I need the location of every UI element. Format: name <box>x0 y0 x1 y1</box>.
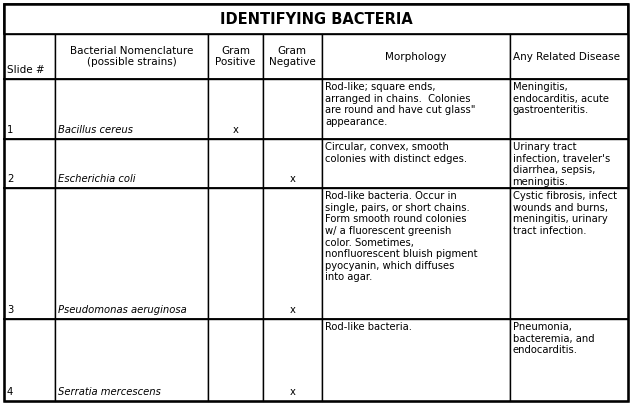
Text: 4: 4 <box>7 387 13 397</box>
Bar <box>509 188 628 319</box>
Bar <box>263 79 322 139</box>
Text: Any Related Disease: Any Related Disease <box>513 51 619 62</box>
Bar <box>509 319 628 401</box>
Text: x: x <box>233 125 238 135</box>
Text: Circular, convex, smooth
colonies with distinct edges.: Circular, convex, smooth colonies with d… <box>325 142 467 164</box>
Text: Urinary tract
infection, traveler's
diarrhea, sepsis,
meningitis.: Urinary tract infection, traveler's diar… <box>513 142 610 187</box>
Text: Meningitis,
endocarditis, acute
gastroenteritis.: Meningitis, endocarditis, acute gastroen… <box>513 82 609 115</box>
Bar <box>4 319 56 401</box>
Bar <box>263 188 322 319</box>
Bar <box>4 34 56 79</box>
Bar <box>509 34 628 79</box>
Bar <box>322 34 509 79</box>
Bar <box>263 319 322 401</box>
Bar <box>4 139 56 188</box>
Text: Rod-like; square ends,
arranged in chains.  Colonies
are round and have cut glas: Rod-like; square ends, arranged in chain… <box>325 82 475 127</box>
Text: Serratia mercescens: Serratia mercescens <box>58 387 161 397</box>
Bar <box>322 319 509 401</box>
Bar <box>322 79 509 139</box>
Text: Gram
Positive: Gram Positive <box>216 46 256 67</box>
Bar <box>322 139 509 188</box>
Bar <box>322 188 509 319</box>
Text: Morphology: Morphology <box>385 51 446 62</box>
Text: Pneumonia,
bacteremia, and
endocarditis.: Pneumonia, bacteremia, and endocarditis. <box>513 322 594 355</box>
Text: 2: 2 <box>7 174 13 184</box>
Bar <box>4 4 628 34</box>
Bar <box>56 319 209 401</box>
Bar <box>56 139 209 188</box>
Text: 1: 1 <box>7 125 13 135</box>
Bar <box>263 34 322 79</box>
Text: Rod-like bacteria. Occur in
single, pairs, or short chains.
Form smooth round co: Rod-like bacteria. Occur in single, pair… <box>325 191 477 282</box>
Text: Slide #: Slide # <box>7 65 45 75</box>
Bar <box>263 139 322 188</box>
Bar <box>4 188 56 319</box>
Bar <box>56 188 209 319</box>
Bar <box>209 319 263 401</box>
Bar <box>509 139 628 188</box>
Bar <box>209 34 263 79</box>
Bar <box>209 188 263 319</box>
Bar <box>209 139 263 188</box>
Text: Gram
Negative: Gram Negative <box>269 46 315 67</box>
Text: x: x <box>289 387 295 397</box>
Bar <box>209 79 263 139</box>
Text: 3: 3 <box>7 305 13 315</box>
Text: x: x <box>289 305 295 315</box>
Text: Bacterial Nomenclature
(possible strains): Bacterial Nomenclature (possible strains… <box>70 46 193 67</box>
Text: Bacillus cereus: Bacillus cereus <box>58 125 133 135</box>
Text: Pseudomonas aeruginosa: Pseudomonas aeruginosa <box>58 305 187 315</box>
Text: IDENTIFYING BACTERIA: IDENTIFYING BACTERIA <box>220 11 412 26</box>
Text: Rod-like bacteria.: Rod-like bacteria. <box>325 322 412 332</box>
Text: Cystic fibrosis, infect
wounds and burns,
meningitis, urinary
tract infection.: Cystic fibrosis, infect wounds and burns… <box>513 191 617 236</box>
Bar <box>56 34 209 79</box>
Text: x: x <box>289 174 295 184</box>
Text: Escherichia coli: Escherichia coli <box>58 174 136 184</box>
Bar <box>4 79 56 139</box>
Bar <box>56 79 209 139</box>
Bar <box>509 79 628 139</box>
